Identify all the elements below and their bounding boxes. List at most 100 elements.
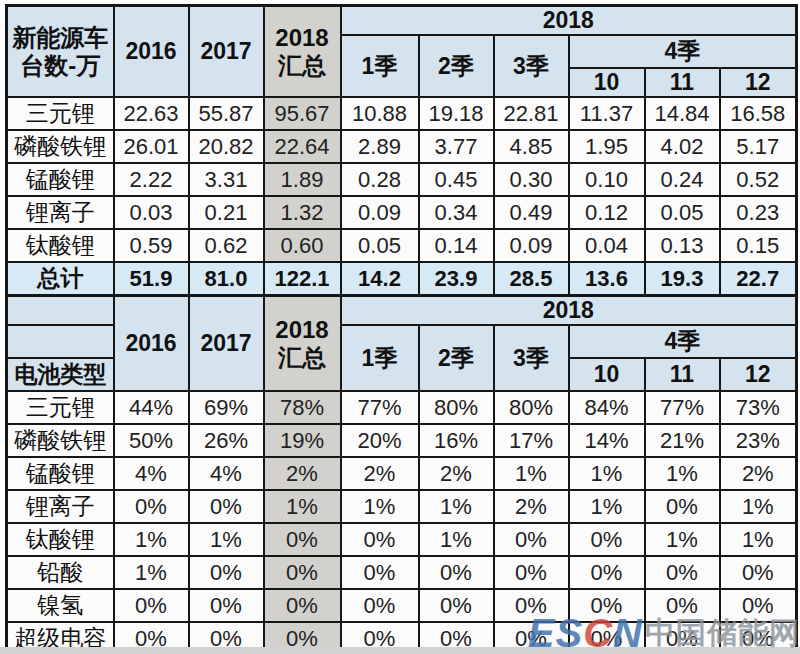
value-cell: 0%	[720, 589, 797, 622]
value-cell: 0.10	[569, 163, 645, 196]
table-row: 锰酸锂4%4%2%2%2%1%1%1%2%	[7, 457, 797, 490]
value-cell: 16.58	[720, 97, 797, 130]
table-row: 三元锂22.6355.8795.6710.8819.1822.8111.3714…	[7, 97, 797, 130]
row-label: 三元锂	[7, 97, 114, 130]
value-cell: 1%	[569, 490, 645, 523]
value-cell: 10.88	[341, 97, 419, 130]
value-cell: 14%	[569, 424, 645, 457]
value-cell: 20.82	[189, 130, 264, 163]
value-cell: 0%	[341, 589, 419, 622]
value-cell: 0%	[419, 556, 494, 589]
value-cell: 1.95	[569, 130, 645, 163]
battery-share-header: 2016 2017 2018 汇总 2018 1季 2季 3季 4季 电池类型 …	[7, 296, 797, 392]
value-cell: 80%	[494, 391, 569, 424]
vehicle-count-body: 三元锂22.6355.8795.6710.8819.1822.8111.3714…	[7, 97, 797, 296]
table-row: 总计51.981.0122.114.223.928.513.619.322.7	[7, 262, 797, 296]
bottom-shadow-band	[0, 647, 800, 654]
value-cell: 26%	[189, 424, 264, 457]
col-header-q3-b: 3季	[494, 325, 569, 391]
value-cell: 1%	[341, 490, 419, 523]
value-cell: 2%	[264, 457, 341, 490]
col-header-2018-group: 2018	[341, 6, 797, 36]
table-row: 磷酸铁锂26.0120.8222.642.893.774.851.954.025…	[7, 130, 797, 163]
value-cell: 0.21	[189, 196, 264, 229]
row-label: 锰酸锂	[7, 163, 114, 196]
col-header-2016-b: 2016	[114, 296, 189, 392]
value-cell: 17%	[494, 424, 569, 457]
row-label: 磷酸铁锂	[7, 424, 114, 457]
value-cell: 0%	[645, 490, 720, 523]
row-label: 锂离子	[7, 490, 114, 523]
value-cell: 2%	[494, 490, 569, 523]
value-cell: 22.64	[264, 130, 341, 163]
value-cell: 0.13	[645, 229, 720, 262]
value-cell: 0%	[720, 556, 797, 589]
value-cell: 22.7	[720, 262, 797, 296]
table2-corner-spacer-2	[7, 325, 114, 358]
value-cell: 55.87	[189, 97, 264, 130]
value-cell: 2.22	[114, 163, 189, 196]
col-header-q2-b: 2季	[419, 325, 494, 391]
value-cell: 0%	[189, 490, 264, 523]
value-cell: 73%	[720, 391, 797, 424]
value-cell: 14.2	[341, 262, 419, 296]
table1-corner-title: 新能源车 台数-万	[7, 6, 114, 98]
value-cell: 0%	[341, 556, 419, 589]
value-cell: 0.03	[114, 196, 189, 229]
value-cell: 0%	[264, 589, 341, 622]
value-cell: 50%	[114, 424, 189, 457]
value-cell: 1%	[419, 490, 494, 523]
row-label: 钛酸锂	[7, 229, 114, 262]
value-cell: 0%	[189, 589, 264, 622]
value-cell: 0%	[494, 556, 569, 589]
value-cell: 1%	[189, 523, 264, 556]
value-cell: 1%	[569, 457, 645, 490]
value-cell: 0%	[264, 556, 341, 589]
value-cell: 1%	[645, 457, 720, 490]
col-header-q4-b: 4季	[569, 325, 797, 358]
value-cell: 69%	[189, 391, 264, 424]
value-cell: 4.02	[645, 130, 720, 163]
table-row: 锂离子0.030.211.320.090.340.490.120.050.23	[7, 196, 797, 229]
value-cell: 1%	[720, 523, 797, 556]
value-cell: 1%	[419, 523, 494, 556]
value-cell: 0.52	[720, 163, 797, 196]
value-cell: 0%	[114, 589, 189, 622]
value-cell: 0.30	[494, 163, 569, 196]
col-header-month-11: 11	[645, 68, 720, 97]
value-cell: 0.59	[114, 229, 189, 262]
value-cell: 16%	[419, 424, 494, 457]
value-cell: 14.84	[645, 97, 720, 130]
value-cell: 77%	[645, 391, 720, 424]
value-cell: 1%	[114, 556, 189, 589]
value-cell: 78%	[264, 391, 341, 424]
col-header-q4: 4季	[569, 35, 797, 68]
value-cell: 0%	[341, 523, 419, 556]
value-cell: 80%	[419, 391, 494, 424]
value-cell: 2%	[341, 457, 419, 490]
table2-corner-spacer-1	[7, 296, 114, 326]
table-row: 钛酸锂1%1%0%0%1%0%0%1%1%	[7, 523, 797, 556]
value-cell: 22.81	[494, 97, 569, 130]
value-cell: 20%	[341, 424, 419, 457]
col-header-month-10: 10	[569, 68, 645, 97]
value-cell: 0.62	[189, 229, 264, 262]
battery-share-body: 三元锂44%69%78%77%80%80%84%77%73%磷酸铁锂50%26%…	[7, 391, 797, 654]
table-row: 三元锂44%69%78%77%80%80%84%77%73%	[7, 391, 797, 424]
table-row: 铅酸1%0%0%0%0%0%0%0%0%	[7, 556, 797, 589]
value-cell: 23.9	[419, 262, 494, 296]
value-cell: 0%	[419, 589, 494, 622]
value-cell: 21%	[645, 424, 720, 457]
value-cell: 0%	[569, 523, 645, 556]
row-label: 磷酸铁锂	[7, 130, 114, 163]
value-cell: 0.09	[494, 229, 569, 262]
value-cell: 0%	[494, 589, 569, 622]
col-header-2018-total-b: 2018 汇总	[264, 296, 341, 392]
value-cell: 0.12	[569, 196, 645, 229]
value-cell: 26.01	[114, 130, 189, 163]
value-cell: 51.9	[114, 262, 189, 296]
ev-battery-table: 新能源车 台数-万 2016 2017 2018 汇总 2018 1季 2季 3…	[5, 4, 798, 654]
value-cell: 3.31	[189, 163, 264, 196]
value-cell: 95.67	[264, 97, 341, 130]
value-cell: 0.49	[494, 196, 569, 229]
